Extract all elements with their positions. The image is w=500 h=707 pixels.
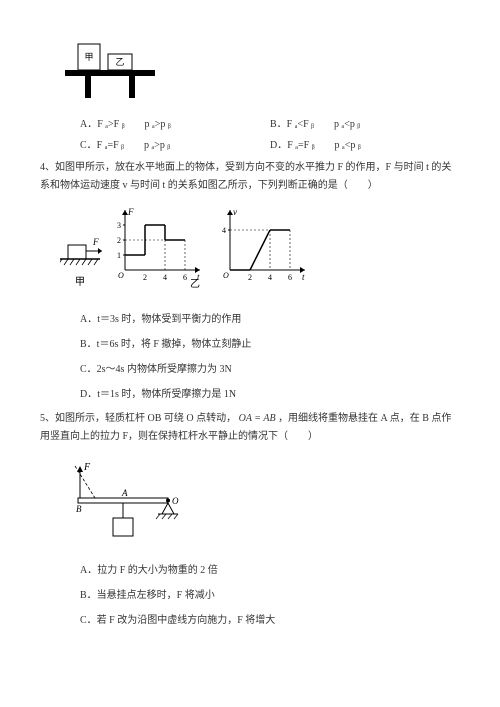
q5-answer-a: A．拉力 F 的大小为物重的 2 倍 xyxy=(80,561,460,576)
block-right-label: 乙 xyxy=(115,57,124,67)
q5-answer-b: B．当悬挂点左移时，F 将减小 xyxy=(80,586,460,601)
svg-text:O: O xyxy=(118,271,124,280)
svg-text:B: B xyxy=(76,504,82,514)
q5-text: 5、如图所示，轻质杠杆 OB 可绕 O 点转动， OA = AB ，用细线将重物… xyxy=(40,410,460,446)
blocks-on-table-svg: 甲 乙 xyxy=(60,40,160,100)
svg-text:6: 6 xyxy=(288,273,292,282)
svg-text:3: 3 xyxy=(117,221,121,230)
svg-text:6: 6 xyxy=(183,273,187,282)
svg-text:4: 4 xyxy=(268,273,272,282)
svg-text:2: 2 xyxy=(248,273,252,282)
svg-text:O: O xyxy=(223,271,229,280)
svg-text:2: 2 xyxy=(143,273,147,282)
svg-text:1: 1 xyxy=(117,251,121,260)
q3-options-row1: A．F ₐ>F ᵦ p ₐ>p ᵦ B．F ₐ<F ᵦ p ₐ<p ᵦ xyxy=(80,115,460,130)
q3-option-c: C．F ₐ=F ᵦ p ₐ>p ᵦ xyxy=(80,136,270,151)
q4-answer-d: D．t＝1s 时，物体所受摩擦力是 1N xyxy=(80,385,460,400)
svg-text:F: F xyxy=(83,462,91,473)
svg-text:t: t xyxy=(302,272,305,282)
q4-charts-svg: F 甲 1 2 3 2 4 6 O F t xyxy=(60,205,320,295)
q5-formula: OA = AB xyxy=(239,413,276,424)
svg-text:4: 4 xyxy=(163,273,167,282)
svg-text:O: O xyxy=(172,496,179,506)
svg-text:4: 4 xyxy=(222,226,226,235)
q5-answer-c: C．若 F 改为沿图中虚线方向施力，F 将增大 xyxy=(80,611,460,626)
q3-option-b: B．F ₐ<F ᵦ p ₐ<p ᵦ xyxy=(270,115,460,130)
q5-figure: F B A O xyxy=(60,456,460,546)
block-left-label: 甲 xyxy=(84,52,93,62)
q3-figure: 甲 乙 xyxy=(60,40,460,100)
svg-text:F: F xyxy=(127,207,134,217)
q3-option-d: D．F ₐ=F ᵦ p ₐ<p ᵦ xyxy=(270,136,460,151)
q3-options-row2: C．F ₐ=F ᵦ p ₐ>p ᵦ D．F ₐ=F ᵦ p ₐ<p ᵦ xyxy=(80,136,460,151)
q3-option-a: A．F ₐ>F ᵦ p ₐ>p ᵦ xyxy=(80,115,270,130)
q4-text: 4、如图甲所示，放在水平地面上的物体，受到方向不变的水平推力 F 的作用，F 与… xyxy=(40,159,460,195)
svg-text:v: v xyxy=(233,207,237,217)
q5-text-part1: 5、如图所示，轻质杠杆 OB 可绕 O 点转动， xyxy=(40,413,236,424)
svg-text:乙: 乙 xyxy=(190,278,200,290)
svg-text:A: A xyxy=(121,488,128,498)
q4-figure: F 甲 1 2 3 2 4 6 O F t xyxy=(60,205,460,295)
svg-text:2: 2 xyxy=(117,236,121,245)
q5-lever-svg: F B A O xyxy=(60,456,190,546)
q4-answer-c: C．2s～4s 内物体所受摩擦力为 3N xyxy=(80,360,460,375)
svg-text:甲: 甲 xyxy=(75,277,85,288)
q4-answer-a: A．t＝3s 时，物体受到平衡力的作用 xyxy=(80,310,460,325)
q4-answer-b: B．t＝6s 时，将 F 撤掉，物体立刻静止 xyxy=(80,335,460,350)
svg-text:F: F xyxy=(92,237,99,247)
